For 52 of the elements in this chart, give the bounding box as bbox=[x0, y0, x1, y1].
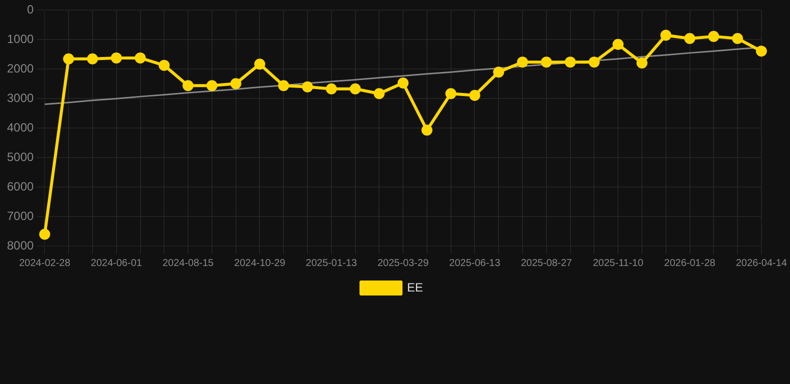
point bbox=[564, 56, 576, 68]
y-tick-label: 4000 bbox=[6, 120, 34, 134]
y-tick-label: 5000 bbox=[6, 150, 34, 164]
x-tick-label: 2025-08-27 bbox=[520, 258, 572, 269]
point bbox=[278, 80, 290, 92]
point bbox=[39, 228, 50, 240]
point bbox=[158, 60, 170, 71]
point bbox=[517, 56, 528, 68]
point bbox=[63, 53, 74, 64]
point bbox=[86, 53, 98, 64]
y-tick-label: 6000 bbox=[6, 179, 34, 194]
point bbox=[708, 30, 720, 42]
x-tick-label: 2024-08-15 bbox=[162, 258, 214, 269]
point bbox=[588, 56, 600, 68]
point bbox=[182, 80, 194, 92]
x-tick-label: 2025-03-29 bbox=[377, 258, 430, 269]
point bbox=[374, 88, 385, 100]
y-tick-label: 7000 bbox=[6, 208, 34, 223]
point bbox=[302, 81, 313, 92]
x-tick-label: 2024-02-28 bbox=[19, 258, 71, 269]
y-tick-label: 3000 bbox=[6, 90, 34, 105]
y-tick-label: 2000 bbox=[6, 61, 34, 76]
x-tick-label: 2025-11-10 bbox=[592, 258, 644, 269]
point bbox=[421, 124, 432, 136]
point bbox=[660, 30, 672, 41]
point bbox=[206, 80, 218, 92]
x-tick-label: 2025-01-13 bbox=[306, 258, 358, 269]
legend-label: EE bbox=[406, 280, 424, 294]
point bbox=[254, 58, 266, 70]
point bbox=[110, 52, 122, 64]
point bbox=[493, 66, 504, 78]
x-tick-label: 2026-01-28 bbox=[664, 258, 716, 269]
point bbox=[540, 56, 552, 68]
point bbox=[612, 38, 624, 50]
x-tick-label: 2025-06-13 bbox=[449, 258, 501, 269]
point bbox=[350, 83, 361, 94]
point bbox=[398, 78, 409, 89]
y-tick-label: 1000 bbox=[6, 32, 34, 46]
y-tick-label: 0 bbox=[27, 2, 34, 17]
point bbox=[326, 83, 337, 94]
point bbox=[230, 78, 242, 90]
point bbox=[732, 32, 744, 44]
x-tick-label: 2026-04-14 bbox=[736, 258, 788, 269]
x-tick-label: 2024-06-01 bbox=[90, 258, 142, 269]
point bbox=[134, 52, 146, 64]
y-tick-label: 8000 bbox=[6, 238, 34, 252]
point bbox=[469, 90, 480, 101]
point bbox=[684, 32, 696, 44]
point bbox=[445, 88, 456, 100]
point bbox=[636, 57, 648, 68]
x-tick-label: 2024-10-29 bbox=[234, 258, 286, 269]
point bbox=[756, 46, 767, 57]
